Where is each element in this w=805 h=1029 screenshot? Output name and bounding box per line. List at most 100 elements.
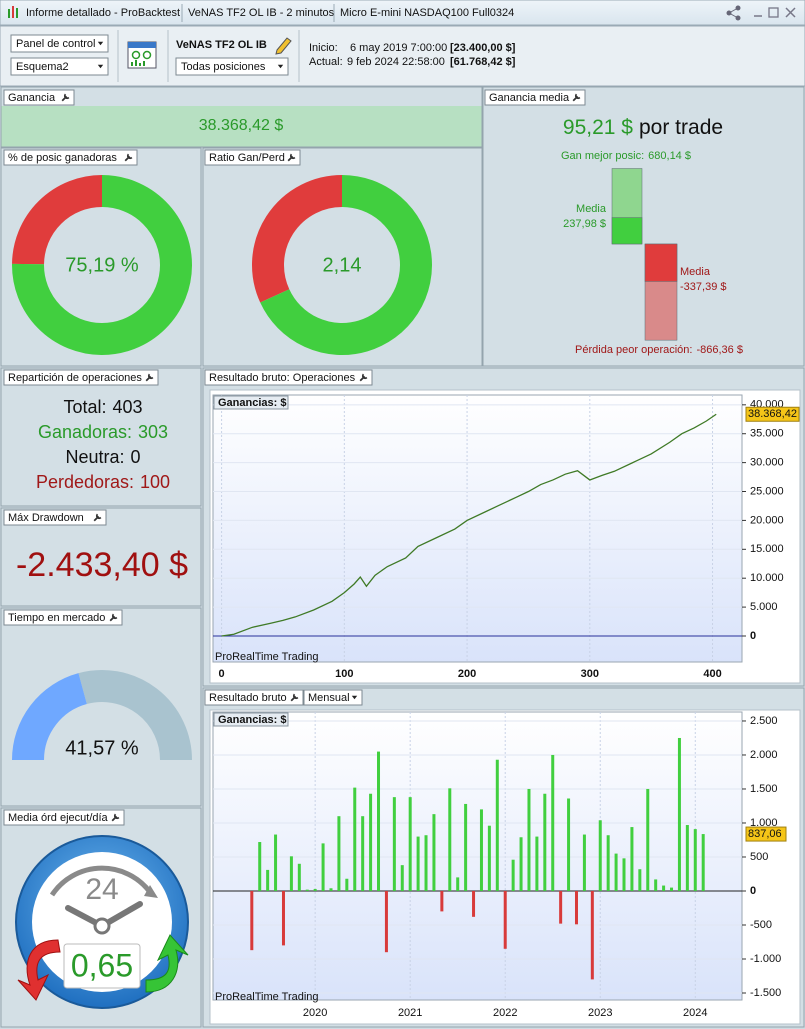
bar	[567, 798, 571, 891]
bar	[662, 885, 666, 891]
bar	[487, 825, 491, 891]
x-tick-label: 100	[335, 668, 353, 680]
row-value: 0	[131, 447, 141, 467]
period-select[interactable]	[303, 689, 363, 706]
x-tick-label: 2021	[398, 1007, 422, 1019]
bar	[638, 869, 642, 891]
panel-header	[484, 89, 586, 106]
trade-row: Perdedoras: 100	[36, 472, 170, 492]
current-capital: [61.768,42 $]	[450, 56, 516, 68]
bar	[527, 788, 531, 891]
row-label: Total:	[63, 397, 106, 417]
current-label: Actual:	[309, 56, 343, 68]
drawdown-title: Máx Drawdown	[8, 512, 84, 524]
bar	[416, 836, 420, 891]
bar	[574, 890, 578, 925]
x-tick-label: 200	[458, 668, 476, 680]
scheme-select[interactable]	[10, 57, 109, 76]
worst-value: -866,36 $	[696, 344, 742, 356]
positions-select[interactable]	[175, 57, 289, 76]
row-label: Neutra:	[65, 447, 124, 467]
avg-win-label: Media	[576, 203, 607, 215]
maximize-button[interactable]	[768, 7, 779, 18]
bar	[670, 887, 674, 891]
row-value: 100	[140, 472, 170, 492]
start-label: Inicio:	[309, 42, 338, 54]
report-icon[interactable]	[127, 41, 157, 69]
share-button[interactable]	[726, 5, 741, 21]
bar	[495, 759, 499, 891]
bar	[456, 877, 460, 891]
bar	[677, 737, 681, 891]
y-tick-label: 1.500	[750, 783, 778, 795]
window-title: Informe detallado - ProBacktest	[26, 7, 180, 19]
bar	[361, 816, 365, 891]
orders-title: Media órd ejecut/día	[8, 812, 109, 824]
bar	[511, 859, 515, 891]
bar	[519, 837, 523, 891]
bar	[258, 842, 262, 891]
remainder-arc	[12, 175, 103, 265]
positions-select-text: Todas posiciones	[181, 61, 266, 73]
bar	[250, 890, 254, 951]
monthly-title: Resultado bruto	[209, 692, 287, 704]
system-name: VeNAS TF2 OL IB	[176, 39, 267, 51]
bar	[440, 890, 444, 912]
gain-value-bg	[1, 106, 482, 147]
bar	[646, 788, 650, 891]
bar	[392, 797, 396, 891]
y-tick-label: 1.000	[750, 817, 778, 829]
monthly-plot	[212, 711, 743, 1001]
panel-select[interactable]	[10, 34, 109, 53]
bar	[281, 890, 285, 946]
bar	[305, 889, 309, 891]
value-arc	[260, 175, 432, 355]
y-tick-label: 500	[750, 851, 768, 863]
panel-header	[3, 89, 75, 106]
panel-header	[204, 149, 301, 166]
avg-gain-line: 95,21 $ por trade	[563, 116, 723, 139]
bar	[432, 814, 436, 891]
win-rate-title: % de posic ganadoras	[8, 152, 117, 164]
market-time-title: Tiempo en mercado	[8, 612, 105, 624]
trades-panel	[0, 367, 202, 507]
bar	[535, 836, 539, 891]
y-tick-label: 0	[750, 885, 756, 897]
row-value: 403	[112, 397, 142, 417]
best-label: Gan mejor posic:	[561, 150, 644, 162]
win-rate-value: 75,19 %	[65, 254, 139, 276]
bar	[551, 754, 555, 891]
gain-value: 38.368,42 $	[199, 117, 284, 134]
trade-bar	[644, 243, 678, 282]
panel-header	[3, 369, 159, 386]
x-tick-label: 2023	[588, 1007, 612, 1019]
x-tick-label: 2022	[493, 1007, 517, 1019]
y-tick-label: 25.000	[750, 485, 784, 497]
bar	[384, 890, 388, 953]
y-tick-label: 15.000	[750, 543, 784, 555]
bar	[274, 834, 278, 891]
trade-bar	[611, 217, 643, 245]
app-icon	[8, 6, 18, 18]
title-bar	[0, 0, 805, 26]
period-select-text: Mensual	[308, 692, 350, 704]
avg-gain-panel	[482, 86, 805, 367]
close-button[interactable]	[785, 7, 796, 18]
bar	[701, 834, 705, 891]
best-trade: Gan mejor posic: 680,14 $	[561, 150, 691, 162]
bar	[266, 869, 270, 891]
x-tick-label: 400	[703, 668, 721, 680]
value-arc	[12, 175, 192, 355]
bar	[543, 793, 547, 891]
start-capital: [23.400,00 $]	[450, 42, 516, 54]
last-value-box	[745, 826, 787, 842]
bar	[297, 863, 301, 891]
avg-loss-label: Media	[680, 266, 711, 278]
bar	[606, 835, 610, 891]
panel-select-text: Panel de control	[16, 38, 96, 50]
edit-button[interactable]	[275, 37, 292, 55]
current-date: 9 feb 2024 22:58:00	[347, 56, 445, 68]
equity-legend: Ganancias: $	[218, 397, 286, 409]
y-tick-label: 5.000	[750, 601, 778, 613]
